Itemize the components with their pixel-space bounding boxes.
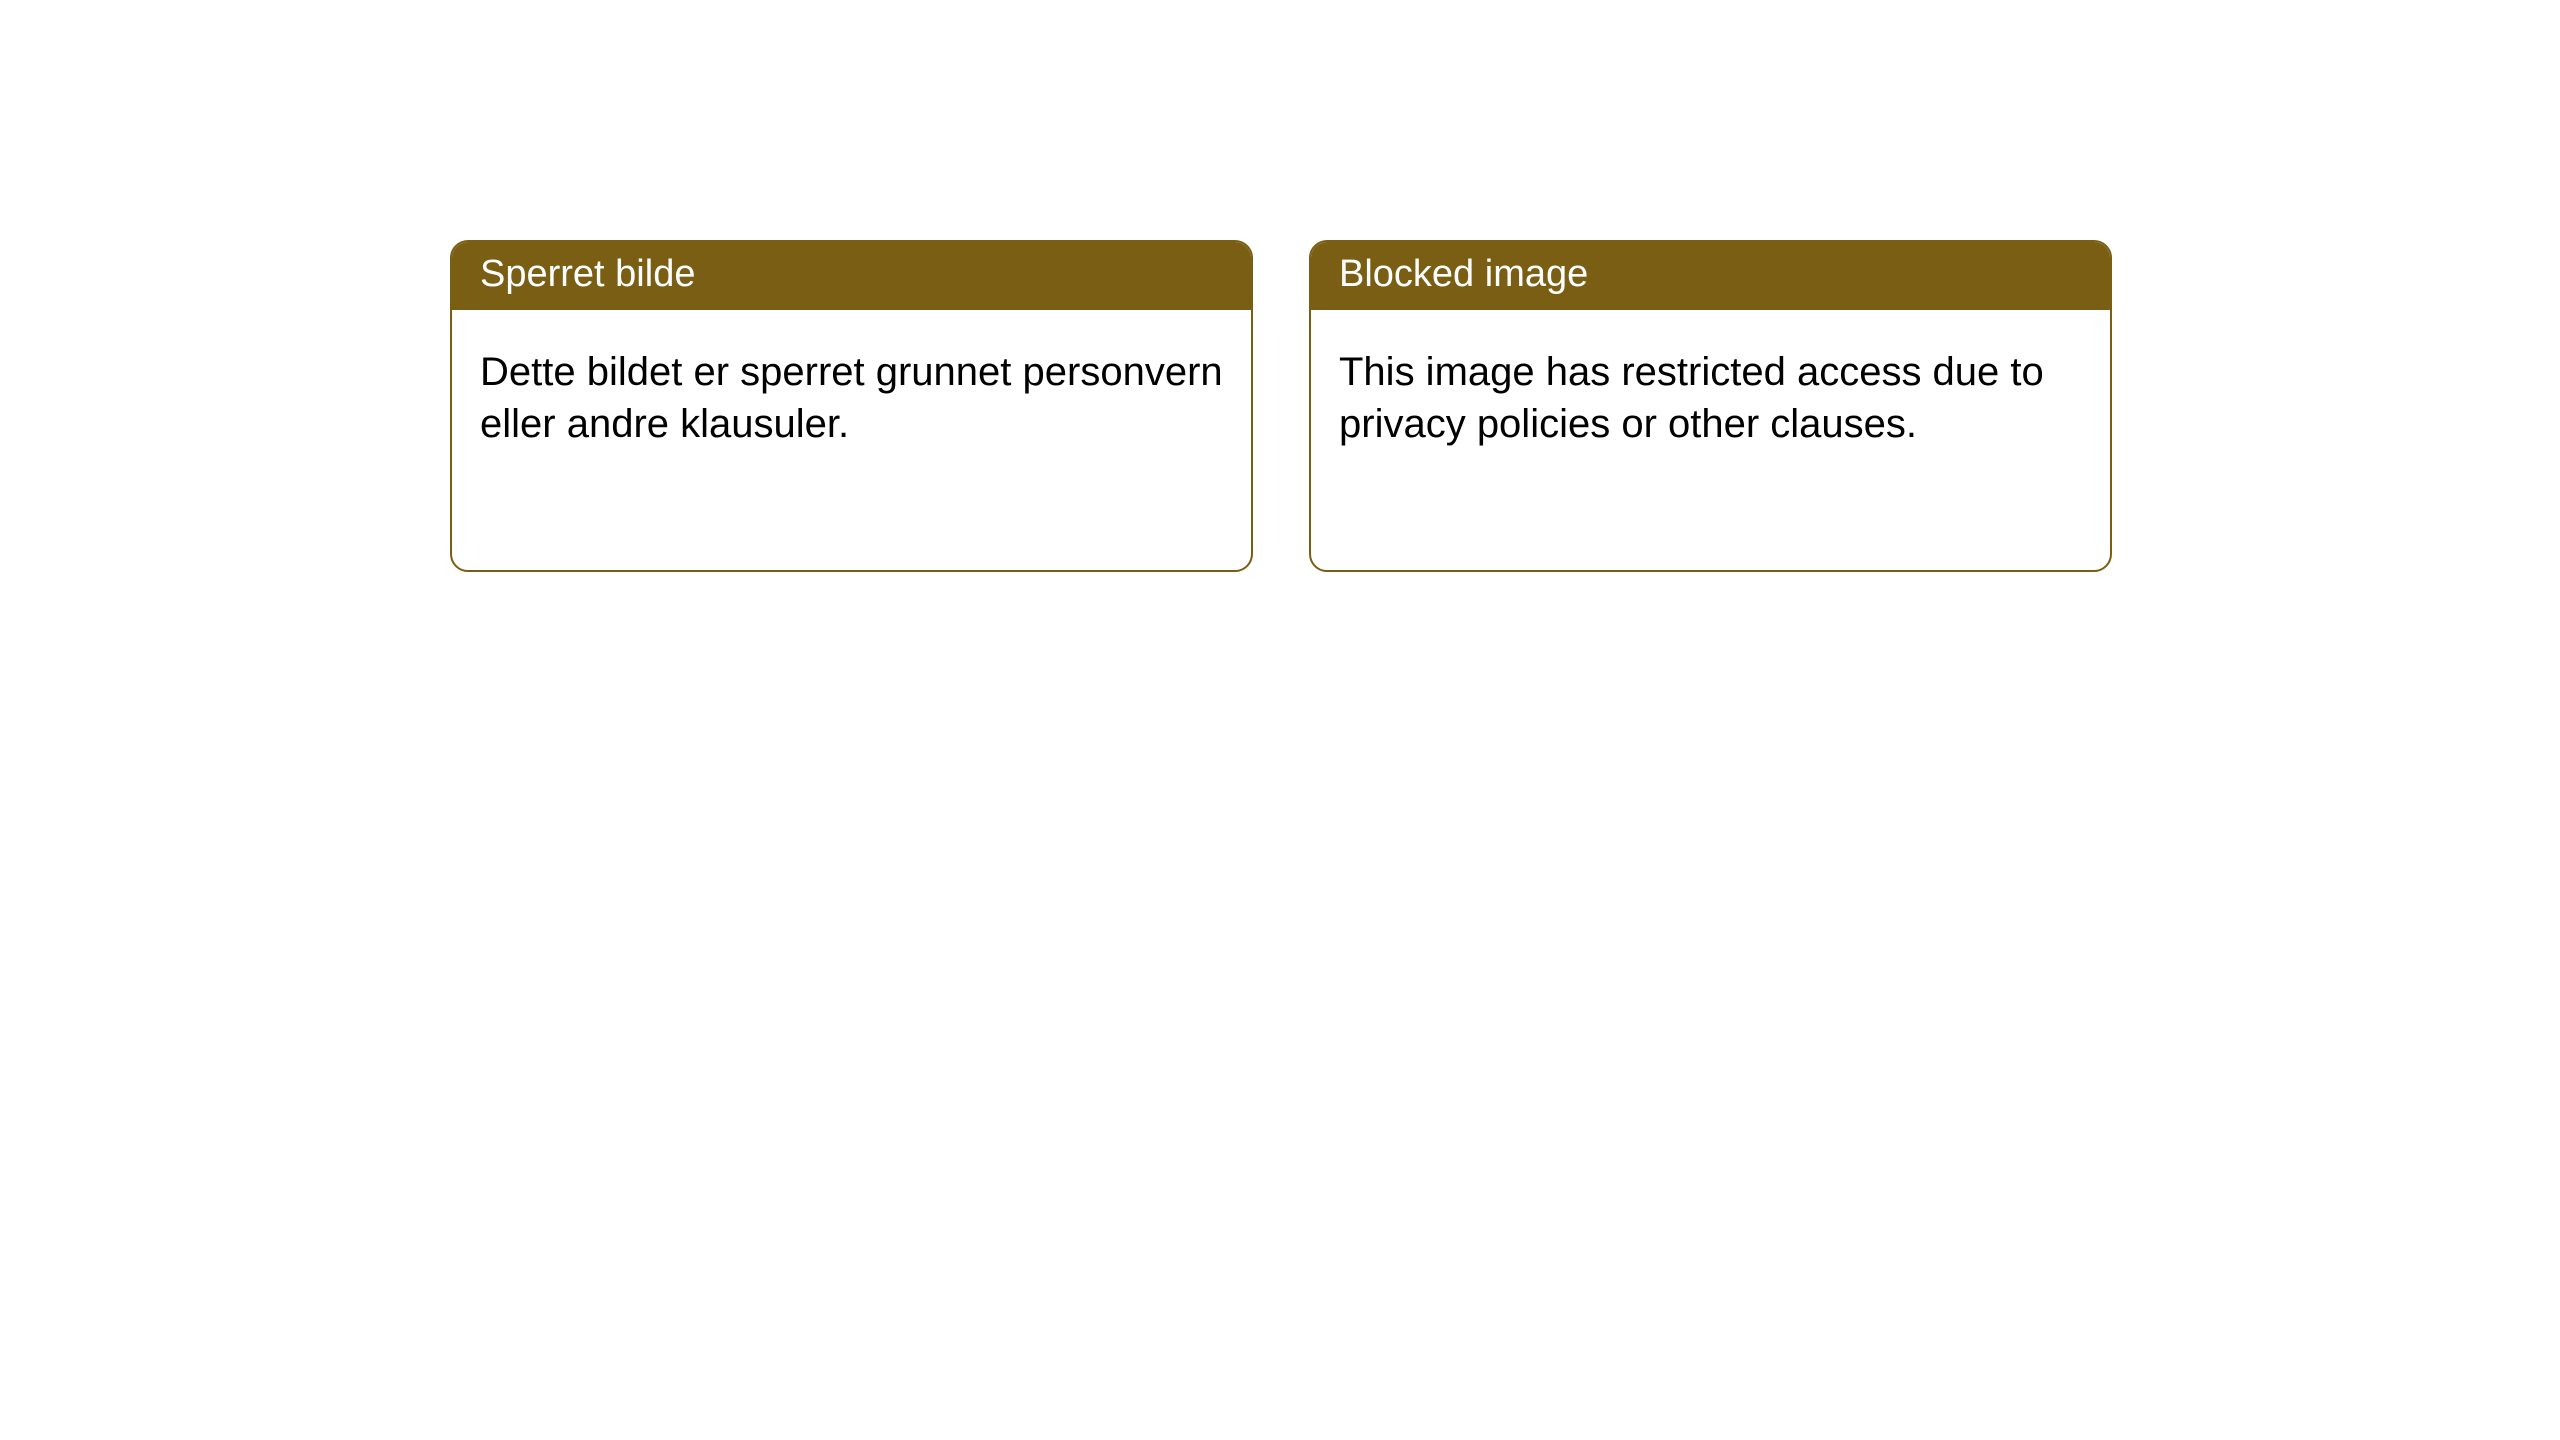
notice-body: Dette bildet er sperret grunnet personve… bbox=[452, 310, 1251, 486]
notice-body: This image has restricted access due to … bbox=[1311, 310, 2110, 486]
notice-header: Blocked image bbox=[1311, 242, 2110, 310]
notice-header: Sperret bilde bbox=[452, 242, 1251, 310]
notice-card-norwegian: Sperret bilde Dette bildet er sperret gr… bbox=[450, 240, 1253, 572]
notice-card-english: Blocked image This image has restricted … bbox=[1309, 240, 2112, 572]
notice-container: Sperret bilde Dette bildet er sperret gr… bbox=[0, 0, 2560, 572]
